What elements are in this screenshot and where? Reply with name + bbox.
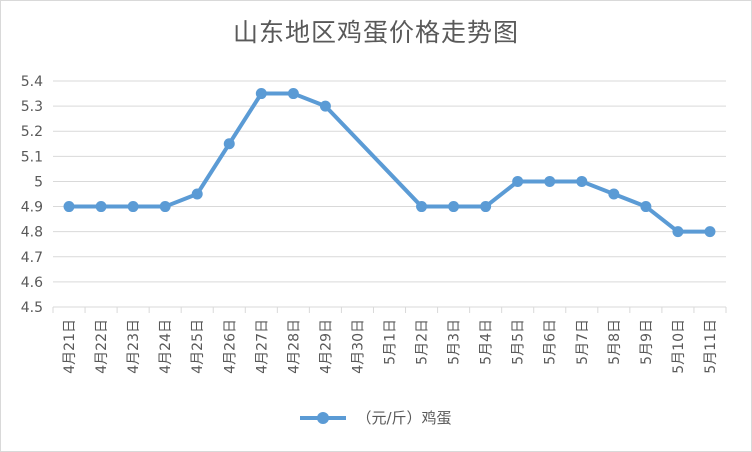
x-tick-label: 5月4日 — [479, 319, 495, 365]
data-point — [512, 175, 524, 187]
data-point — [576, 175, 588, 187]
chart-title: 山东地区鸡蛋价格走势图 — [232, 18, 519, 47]
data-point — [223, 138, 235, 150]
x-tick-label: 4月24日 — [158, 319, 174, 374]
x-tick-label: 5月1日 — [383, 319, 399, 365]
y-tick-label: 5.2 — [21, 124, 43, 140]
y-tick-label: 4.7 — [21, 250, 43, 266]
y-tick-label: 5.4 — [21, 74, 43, 90]
x-tick-label: 4月30日 — [350, 319, 366, 374]
y-tick-label: 5.3 — [21, 99, 43, 115]
line-chart: 4.5 4.6 4.7 4.8 4.9 5 5.1 5.2 5.3 5.4 4月21日 4月22日 4月… — [21, 74, 727, 374]
data-point — [319, 100, 331, 112]
y-tick-label: 4.9 — [21, 200, 43, 216]
data-point — [672, 226, 684, 238]
x-tick-label: 5月10日 — [671, 319, 687, 374]
legend-marker-icon — [300, 411, 347, 424]
x-tick-label: 5月2日 — [415, 319, 431, 365]
x-tick-label: 5月11日 — [703, 319, 719, 374]
legend-label: （元/斤）鸡蛋 — [356, 409, 452, 427]
data-point — [287, 88, 299, 100]
x-tick-label: 4月25日 — [190, 319, 206, 374]
data-point — [608, 188, 620, 200]
data-point — [416, 201, 428, 213]
data-point — [704, 226, 716, 238]
y-tick-label: 4.5 — [21, 300, 43, 316]
legend: （元/斤）鸡蛋 — [1, 407, 751, 428]
x-tick-label: 4月22日 — [94, 319, 110, 374]
x-tick-label: 5月3日 — [447, 319, 463, 365]
x-tick-label: 4月26日 — [222, 319, 238, 374]
x-tick-label: 5月5日 — [511, 319, 527, 365]
legend-dot — [317, 411, 330, 424]
data-point — [480, 201, 492, 213]
data-point — [95, 201, 107, 213]
data-point — [255, 88, 267, 100]
x-tick-label: 4月27日 — [254, 319, 270, 374]
y-tick-label: 5 — [34, 174, 43, 190]
x-tick-label: 5月7日 — [575, 319, 591, 365]
x-tick-label: 5月6日 — [543, 319, 559, 365]
x-tick-label: 4月29日 — [318, 319, 334, 374]
data-point — [127, 201, 139, 213]
data-point — [544, 175, 556, 187]
x-tick-label: 5月9日 — [639, 319, 655, 365]
data-point — [640, 201, 652, 213]
x-tick-label: 4月28日 — [286, 319, 302, 374]
x-tick-label: 4月23日 — [126, 319, 142, 374]
data-point — [63, 201, 75, 213]
data-point — [159, 201, 171, 213]
x-tick-label: 5月8日 — [607, 319, 623, 365]
data-point — [448, 201, 460, 213]
y-tick-label: 5.1 — [21, 149, 43, 165]
x-tick-label: 4月21日 — [62, 319, 78, 374]
data-point — [191, 188, 203, 200]
y-tick-label: 4.8 — [21, 225, 43, 241]
y-tick-label: 4.6 — [21, 275, 43, 291]
